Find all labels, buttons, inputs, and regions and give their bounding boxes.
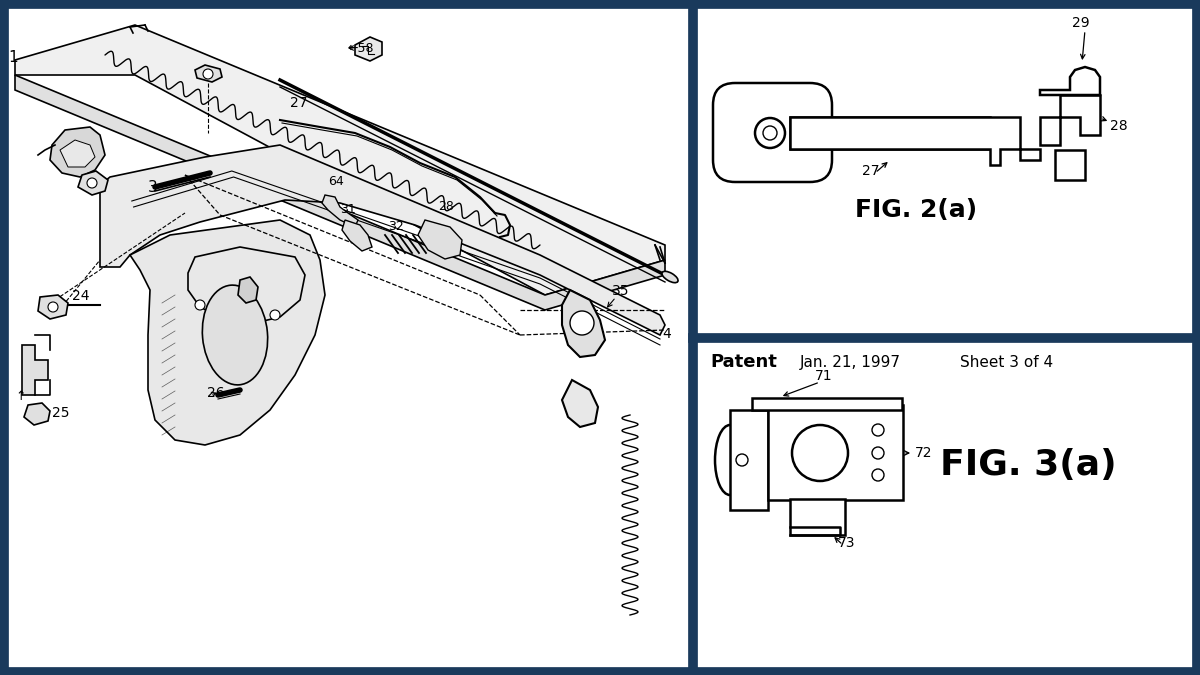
Circle shape [203, 69, 214, 79]
Text: 72: 72 [916, 446, 932, 460]
Text: 29: 29 [1072, 16, 1090, 30]
Ellipse shape [662, 271, 678, 283]
Polygon shape [50, 127, 106, 177]
Text: 73: 73 [838, 536, 856, 550]
Polygon shape [24, 403, 50, 425]
Text: Sheet 3 of 4: Sheet 3 of 4 [960, 355, 1054, 370]
Polygon shape [1040, 67, 1100, 95]
Polygon shape [78, 171, 108, 195]
Polygon shape [355, 37, 382, 61]
Bar [790, 117, 990, 149]
Circle shape [88, 178, 97, 188]
Polygon shape [14, 25, 665, 295]
Text: 3: 3 [148, 180, 157, 195]
Bar [730, 410, 768, 510]
Text: 26: 26 [208, 386, 224, 400]
Text: 27: 27 [290, 96, 307, 110]
Circle shape [872, 424, 884, 436]
Polygon shape [1040, 95, 1100, 145]
Text: 25: 25 [52, 406, 70, 420]
Ellipse shape [203, 285, 268, 385]
Circle shape [736, 454, 748, 466]
FancyBboxPatch shape [713, 83, 832, 182]
Text: 24: 24 [72, 289, 90, 303]
Polygon shape [418, 220, 462, 259]
Circle shape [872, 469, 884, 481]
Polygon shape [188, 247, 305, 323]
Bar [752, 398, 902, 410]
Polygon shape [238, 277, 258, 303]
Text: Jan. 21, 1997: Jan. 21, 1997 [800, 355, 901, 370]
Text: 71: 71 [815, 369, 833, 383]
Polygon shape [194, 65, 222, 82]
Circle shape [755, 118, 785, 148]
Text: 27: 27 [862, 164, 880, 178]
Circle shape [194, 300, 205, 310]
Polygon shape [562, 290, 605, 357]
Text: Patent: Patent [710, 353, 776, 371]
Polygon shape [22, 345, 48, 395]
Circle shape [570, 311, 594, 335]
Polygon shape [322, 195, 358, 227]
Polygon shape [100, 145, 665, 335]
Text: FIG. 2(a): FIG. 2(a) [854, 198, 977, 222]
Polygon shape [130, 220, 325, 445]
Text: 64: 64 [328, 175, 343, 188]
Text: FIG. 3(a): FIG. 3(a) [940, 448, 1117, 482]
Polygon shape [342, 220, 372, 251]
Circle shape [763, 126, 778, 140]
Text: 28: 28 [438, 200, 454, 213]
Text: ↑: ↑ [14, 390, 25, 403]
Circle shape [270, 310, 280, 320]
Polygon shape [14, 75, 665, 310]
Bar [768, 405, 904, 500]
Bar [1055, 150, 1085, 180]
Text: ←58: ←58 [347, 42, 373, 55]
Circle shape [792, 425, 848, 481]
Circle shape [872, 447, 884, 459]
Text: 35: 35 [612, 284, 630, 298]
Bar [790, 499, 845, 535]
Polygon shape [790, 117, 1040, 165]
Polygon shape [38, 295, 68, 319]
Text: 1: 1 [8, 50, 18, 65]
Text: 31: 31 [340, 203, 355, 216]
Text: 4: 4 [662, 327, 671, 341]
Polygon shape [60, 140, 95, 167]
Circle shape [48, 302, 58, 312]
Polygon shape [562, 380, 598, 427]
Text: 32: 32 [388, 220, 403, 233]
Text: 28: 28 [1110, 119, 1128, 133]
